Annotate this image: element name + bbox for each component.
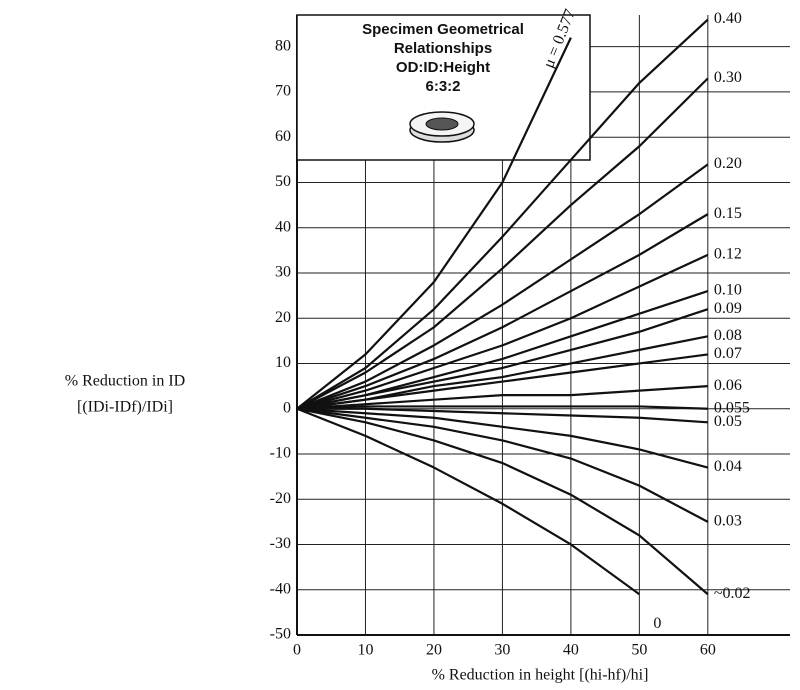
curve-label: 0.07 bbox=[714, 345, 742, 362]
x-tick-label: 40 bbox=[563, 642, 579, 659]
curve-label: 0.40 bbox=[714, 10, 742, 27]
curve bbox=[296, 407, 709, 469]
title-line: Specimen Geometrical bbox=[362, 21, 524, 38]
curve bbox=[296, 308, 709, 410]
x-tick-label: 20 bbox=[426, 642, 442, 659]
y-tick-label: 10 bbox=[275, 354, 291, 371]
x-tick-label: 0 bbox=[293, 642, 301, 659]
curve bbox=[296, 77, 709, 410]
curve-label: 0.03 bbox=[714, 513, 742, 530]
title-line: Relationships bbox=[394, 40, 492, 57]
curve bbox=[296, 37, 572, 410]
y-tick-label: -10 bbox=[270, 445, 291, 462]
y-tick-label: -20 bbox=[270, 490, 291, 507]
curve bbox=[296, 253, 709, 410]
y-tick-label: 50 bbox=[275, 173, 291, 190]
y-tick-label: -40 bbox=[270, 580, 291, 597]
curve-label: 0.06 bbox=[714, 377, 742, 394]
y-axis-label: % Reduction in ID bbox=[65, 373, 185, 390]
curve-label: 0.20 bbox=[714, 155, 742, 172]
curve-label: ~0.02 bbox=[714, 585, 751, 602]
curve bbox=[296, 407, 709, 523]
x-tick-label: 60 bbox=[700, 642, 716, 659]
curve bbox=[296, 163, 709, 410]
curve-label: 0.30 bbox=[714, 69, 742, 86]
x-tick-label: 10 bbox=[357, 642, 373, 659]
curve-label: 0.15 bbox=[714, 205, 742, 222]
curve bbox=[297, 407, 708, 424]
curve bbox=[296, 405, 708, 410]
curve bbox=[296, 213, 709, 410]
curve bbox=[296, 353, 708, 410]
y-tick-label: 30 bbox=[275, 264, 291, 281]
y-tick-label: 60 bbox=[275, 128, 291, 145]
curve bbox=[296, 18, 709, 410]
title-line: 6:3:2 bbox=[425, 78, 460, 95]
curve-label: 0.09 bbox=[714, 300, 742, 317]
y-tick-label: 40 bbox=[275, 218, 291, 235]
curve-label: 0.055 bbox=[714, 399, 750, 416]
curve-label: 0.10 bbox=[714, 282, 742, 299]
y-tick-label: -30 bbox=[270, 535, 291, 552]
y-tick-label: 0 bbox=[283, 399, 291, 416]
y-tick-label: 20 bbox=[275, 309, 291, 326]
curve-label: 0.04 bbox=[714, 458, 742, 475]
x-tick-label: 50 bbox=[631, 642, 647, 659]
x-axis-label: % Reduction in height [(hi-hf)/hi] bbox=[432, 667, 649, 684]
curve bbox=[296, 384, 708, 410]
title-line: OD:ID:Height bbox=[396, 59, 490, 76]
curve-label: 0 bbox=[653, 615, 661, 632]
specimen-icon bbox=[409, 111, 475, 143]
curve bbox=[296, 407, 641, 596]
y-tick-label: 70 bbox=[275, 83, 291, 100]
curve-label: 0.08 bbox=[714, 327, 742, 344]
x-tick-label: 30 bbox=[494, 642, 510, 659]
y-axis-label: [(IDi-IDf)/IDi] bbox=[77, 399, 173, 416]
curve-label: 0.12 bbox=[714, 246, 742, 263]
curve bbox=[296, 407, 709, 596]
y-tick-label: 80 bbox=[275, 37, 291, 54]
y-tick-label: -50 bbox=[270, 626, 291, 643]
curve-label: 0.05 bbox=[714, 413, 742, 430]
